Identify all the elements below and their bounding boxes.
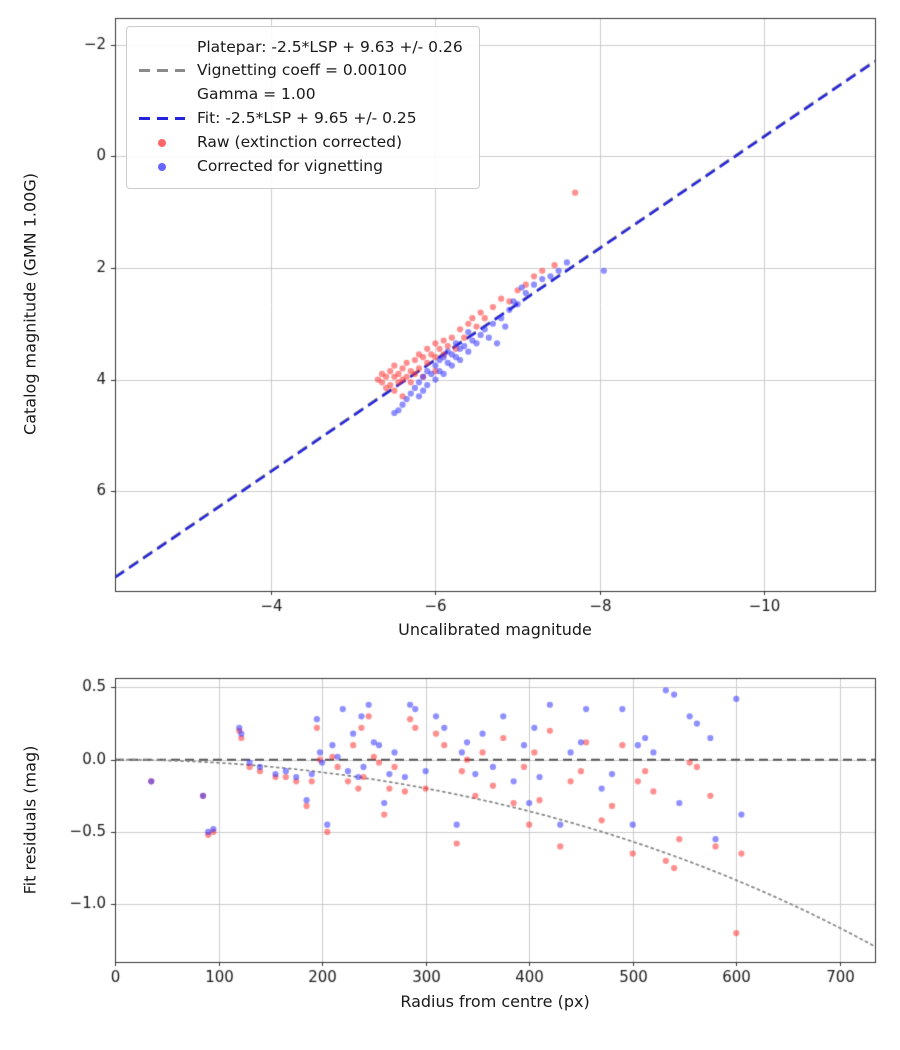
legend-platepar-line3: Gamma = 1.00	[197, 84, 316, 103]
top-chart-ylabel: Catalog magnitude (GMN 1.00G)	[20, 173, 40, 435]
legend-entry-platepar: Platepar: -2.5*LSP + 9.63 +/- 0.26 Vigne…	[139, 36, 463, 106]
legend-entry-raw: Raw (extinction corrected)	[139, 131, 463, 154]
legend: Platepar: -2.5*LSP + 9.63 +/- 0.26 Vigne…	[126, 26, 480, 189]
platepar-dash-swatch-icon	[139, 69, 185, 73]
legend-entry-fit: Fit: -2.5*LSP + 9.65 +/- 0.25	[139, 107, 463, 130]
raw-dot-swatch-icon	[139, 138, 185, 147]
top-chart-xlabel: Uncalibrated magnitude	[398, 620, 592, 639]
legend-fit-label: Fit: -2.5*LSP + 9.65 +/- 0.25	[197, 108, 417, 127]
bottom-chart-xlabel: Radius from centre (px)	[400, 992, 590, 1011]
bottom-chart-ylabel: Fit residuals (mag)	[20, 745, 40, 895]
fit-dash-swatch-icon	[139, 116, 185, 120]
legend-raw-label: Raw (extinction corrected)	[197, 133, 403, 151]
legend-corrected-label: Corrected for vignetting	[197, 157, 383, 176]
legend-platepar-text: Platepar: -2.5*LSP + 9.63 +/- 0.26 Vigne…	[197, 36, 463, 106]
legend-platepar-line2: Vignetting coeff = 0.00100	[197, 61, 407, 80]
legend-platepar-line1: Platepar: -2.5*LSP + 9.63 +/- 0.26	[197, 38, 463, 56]
corrected-dot-swatch-icon	[139, 162, 185, 171]
legend-entry-corrected: Corrected for vignetting	[139, 155, 463, 178]
